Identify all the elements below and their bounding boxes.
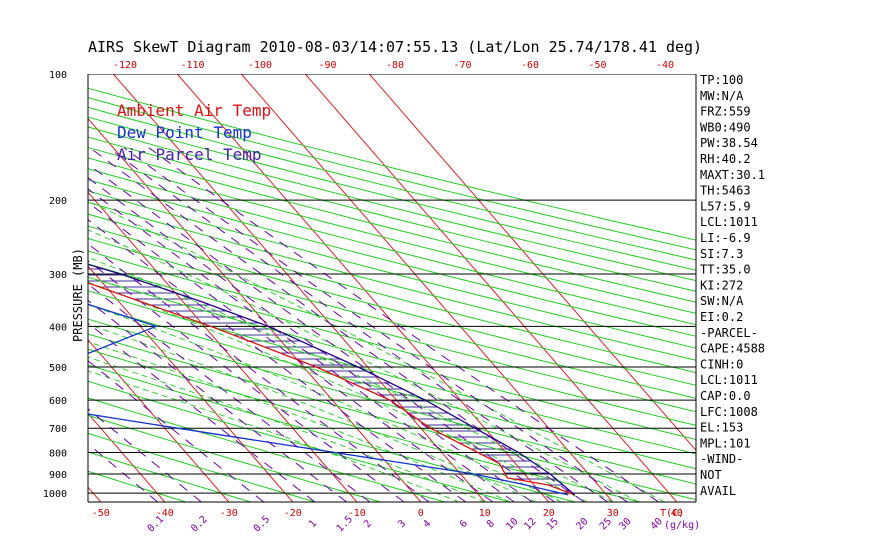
temperature-tick-label: 0 — [418, 508, 424, 519]
stability-index: SW:N/A — [700, 294, 744, 308]
stability-index: LFC:1008 — [700, 405, 758, 419]
stability-index: LCL:1011 — [700, 373, 758, 387]
mixing-ratio-tick-label: 12 — [522, 516, 538, 532]
stability-index: AVAIL — [700, 484, 736, 498]
y-axis-label: PRESSURE (MB) — [71, 248, 85, 342]
pressure-tick-label: 500 — [49, 363, 67, 374]
stability-index: WB0:490 — [700, 120, 751, 134]
stability-index: L57:5.9 — [700, 199, 751, 213]
stability-index: LI:-6.9 — [700, 231, 751, 245]
mixing-ratio-tick-label: 2 — [362, 518, 374, 530]
pressure-tick-label: 1000 — [43, 489, 67, 500]
stability-index: CAPE:4588 — [700, 342, 765, 356]
stability-index: TP:100 — [700, 73, 743, 87]
stability-index: CAP:0.0 — [700, 389, 751, 403]
top-temperature-tick-label: -100 — [248, 60, 272, 71]
stability-index: MAXT:30.1 — [700, 168, 765, 182]
top-temperature-tick-label: -80 — [386, 60, 404, 71]
mixing-ratio-tick-label: 20 — [574, 516, 590, 532]
stability-index: CINH:0 — [700, 357, 743, 371]
stability-index: EL:153 — [700, 421, 743, 435]
pressure-tick-label: 800 — [49, 449, 67, 460]
top-temperature-tick-label: -40 — [656, 60, 674, 71]
temperature-tick-label: -50 — [92, 508, 110, 519]
stability-index: FRZ:559 — [700, 105, 751, 119]
stability-index: EI:0.2 — [700, 310, 743, 324]
stability-index: LCL:1011 — [700, 215, 758, 229]
pressure-tick-labels: 100 200 300 400 500 600 700 800 900 1000 — [43, 70, 67, 500]
stability-index: PW:38.54 — [700, 136, 758, 150]
stability-index: KI:272 — [700, 278, 743, 292]
temperature-tick-label: -20 — [284, 508, 302, 519]
mixing-ratio-tick-label: 10 — [504, 516, 520, 532]
pressure-tick-label: 700 — [49, 424, 67, 435]
chart-title: AIRS SkewT Diagram 2010-08-03/14:07:55.1… — [88, 38, 702, 56]
stability-index: -PARCEL- — [700, 326, 758, 340]
mixing-ratio-tick-label: 6 — [458, 518, 470, 530]
stability-index: MPL:101 — [700, 436, 751, 450]
pressure-tick-label: 200 — [49, 196, 67, 207]
stability-index: RH:40.2 — [700, 152, 751, 166]
stability-index: TT:35.0 — [700, 263, 751, 277]
isotherm-line — [0, 74, 101, 502]
pressure-tick-label: 400 — [49, 322, 67, 333]
mixing-ratio-line — [109, 148, 608, 502]
top-temperature-tick-labels: -120 -110 -100 -90 -80 -70 -60 -50 -40 — [113, 60, 674, 71]
isotherm-line — [0, 74, 37, 502]
pressure-tick-label: 900 — [49, 470, 67, 481]
mixing-ratio-tick-label: 30 — [617, 516, 633, 532]
isotherm-line — [241, 74, 613, 502]
mixing-ratio-tick-label: 4 — [421, 518, 433, 530]
legend-air-parcel-temp: Air Parcel Temp — [117, 145, 262, 164]
stability-index: NOT — [700, 468, 722, 482]
mixing-ratio-tick-label: 3 — [396, 518, 408, 530]
legend-ambient-air-temp: Ambient Air Temp — [117, 101, 271, 120]
legend-dew-point-temp: Dew Point Temp — [117, 123, 252, 142]
x-axis-unit-label: T(C) — [660, 508, 684, 519]
stability-index: SI:7.3 — [700, 247, 743, 261]
moist-adiabat-line — [0, 181, 459, 502]
stability-index: MW:N/A — [700, 89, 744, 103]
top-temperature-tick-label: -110 — [180, 60, 204, 71]
mixing-ratio-lines — [0, 148, 659, 502]
pressure-tick-label: 600 — [49, 396, 67, 407]
top-temperature-tick-label: -120 — [113, 60, 137, 71]
temperature-tick-label: 10 — [479, 508, 491, 519]
stability-index: -WIND- — [700, 452, 743, 466]
top-temperature-tick-label: -60 — [521, 60, 539, 71]
legend: Ambient Air Temp Dew Point Temp Air Parc… — [117, 101, 271, 164]
pressure-tick-label: 100 — [49, 70, 67, 81]
mixing-ratio-unit-label: (g/kg) — [664, 520, 700, 531]
top-temperature-tick-label: -90 — [318, 60, 336, 71]
mixing-ratio-tick-label: 1 — [307, 518, 319, 530]
mixing-ratio-tick-label: 8 — [485, 518, 497, 530]
mixing-ratio-tick-label: 0.2 — [189, 514, 210, 535]
pressure-tick-label: 300 — [49, 270, 67, 281]
stability-index: TH:5463 — [700, 184, 751, 198]
mixing-ratio-tick-label: 0.5 — [252, 514, 273, 535]
skewt-chart: AIRS SkewT Diagram 2010-08-03/14:07:55.1… — [0, 0, 870, 560]
top-temperature-tick-label: -70 — [453, 60, 471, 71]
moist-adiabat-line — [0, 181, 638, 502]
top-temperature-tick-label: -50 — [588, 60, 606, 71]
temperature-tick-labels: -50 -40 -30 -20 -10 0 10 20 30 40 — [92, 508, 683, 519]
temperature-tick-label: 30 — [607, 508, 619, 519]
temperature-tick-label: -30 — [220, 508, 238, 519]
